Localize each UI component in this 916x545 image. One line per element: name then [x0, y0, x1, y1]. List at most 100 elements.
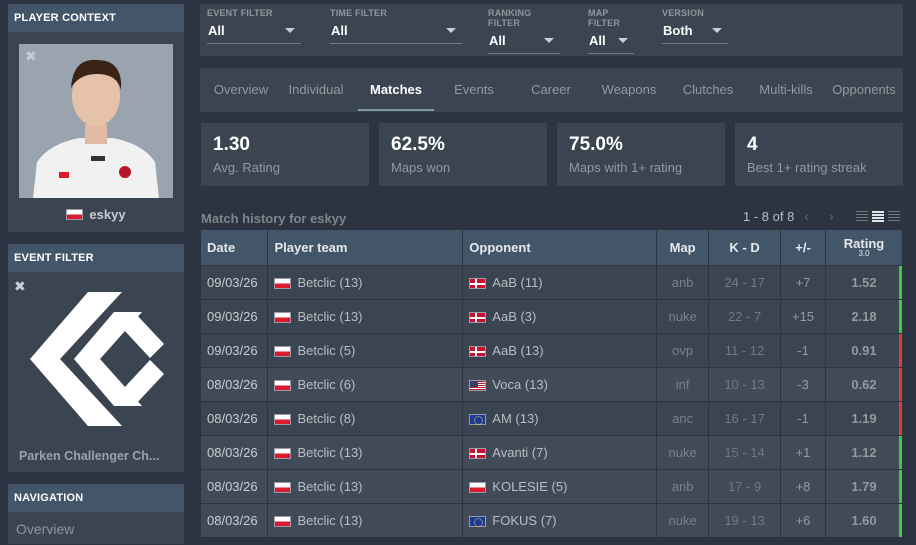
- tab-individual[interactable]: Individual: [288, 82, 344, 97]
- player-team-name: Betclic (13): [297, 444, 363, 460]
- ranking-filter-value: All: [489, 33, 506, 48]
- chevron-right-icon[interactable]: ›: [828, 208, 834, 224]
- player-name[interactable]: eskyy: [89, 207, 126, 222]
- version-filter-value: Both: [663, 23, 693, 38]
- plus-minus-cell: +6: [780, 502, 826, 537]
- version-filter-select[interactable]: Both: [662, 23, 728, 44]
- opponent-cell[interactable]: Voca (13): [462, 366, 658, 401]
- nav-item-overview[interactable]: Overview: [16, 521, 75, 537]
- col-rating[interactable]: Rating 3.0: [825, 230, 903, 265]
- plus-minus-cell: +7: [780, 264, 826, 299]
- kd-cell: 17 - 9: [708, 468, 782, 503]
- table-row[interactable]: 08/03/26 Betclic (8) AM (13) anc 16 - 17 -1 1.…: [201, 400, 903, 435]
- stat-label: Avg. Rating: [213, 160, 280, 175]
- map-filter: MAP FILTER All: [588, 4, 634, 54]
- table-row[interactable]: 09/03/26 Betclic (13) AaB (11) anb 24 - 17 +7…: [201, 264, 903, 299]
- map-filter-value: All: [589, 33, 606, 48]
- opponent-name: AaB (3): [492, 308, 537, 324]
- kd-cell: 16 - 17: [708, 400, 782, 435]
- player-team-cell[interactable]: Betclic (13): [267, 264, 464, 299]
- player-team-cell[interactable]: Betclic (13): [267, 468, 464, 503]
- opponent-cell[interactable]: AaB (3): [462, 298, 658, 333]
- event-filter-box: EVENT FILTER ✖ Parken Challenger Ch...: [8, 244, 184, 472]
- poland-flag-icon: [469, 481, 487, 493]
- match-date[interactable]: 08/03/26: [201, 366, 269, 401]
- plus-minus-cell: +8: [780, 468, 826, 503]
- tab-opponents[interactable]: Opponents: [832, 82, 896, 97]
- player-team-cell[interactable]: Betclic (6): [267, 366, 464, 401]
- event-name[interactable]: Parken Challenger Ch...: [19, 449, 160, 463]
- list-view-icon[interactable]: [872, 211, 884, 222]
- col-player-team[interactable]: Player team: [267, 230, 464, 265]
- remove-event-icon[interactable]: ✖: [14, 278, 26, 294]
- event-filter-header: EVENT FILTER: [8, 244, 184, 272]
- denmark-flag-icon: [469, 447, 487, 459]
- tab-multi-kills[interactable]: Multi-kills: [759, 82, 813, 97]
- tab-weapons[interactable]: Weapons: [601, 82, 657, 97]
- time-filter-select[interactable]: All: [330, 23, 462, 44]
- match-date[interactable]: 08/03/26: [201, 502, 269, 537]
- rating-cell: 2.18: [825, 298, 903, 333]
- stat-label: Best 1+ rating streak: [747, 160, 867, 175]
- match-date[interactable]: 08/03/26: [201, 400, 269, 435]
- match-date[interactable]: 08/03/26: [201, 434, 269, 469]
- player-team-cell[interactable]: Betclic (8): [267, 400, 464, 435]
- match-date[interactable]: 09/03/26: [201, 264, 269, 299]
- map-cell: ovp: [656, 332, 710, 367]
- match-date[interactable]: 08/03/26: [201, 468, 269, 503]
- rating-cell: 0.91: [825, 332, 903, 367]
- col-rating-label: Rating: [843, 236, 885, 252]
- tab-overview[interactable]: Overview: [213, 82, 269, 97]
- col-map[interactable]: Map: [656, 230, 710, 265]
- table-row[interactable]: 08/03/26 Betclic (6) Voca (13) inf 10 - 13 -3…: [201, 366, 903, 401]
- match-date[interactable]: 09/03/26: [201, 332, 269, 367]
- rating-cell: 1.19: [825, 400, 903, 435]
- plus-minus-cell: -3: [780, 366, 826, 401]
- tab-clutches[interactable]: Clutches: [682, 82, 734, 97]
- opponent-cell[interactable]: Avanti (7): [462, 434, 658, 469]
- table-row[interactable]: 08/03/26 Betclic (13) KOLESIE (5) anb 17 - 9…: [201, 468, 903, 503]
- opponent-cell[interactable]: AM (13): [462, 400, 658, 435]
- table-row[interactable]: 09/03/26 Betclic (5) AaB (13) ovp 11 - 12 -1 0…: [201, 332, 903, 367]
- match-date[interactable]: 09/03/26: [201, 298, 269, 333]
- time-filter-value: All: [331, 23, 348, 38]
- opponent-cell[interactable]: AaB (13): [462, 332, 658, 367]
- table-row[interactable]: 09/03/26 Betclic (13) AaB (3) nuke 22 - 7 +15…: [201, 298, 903, 333]
- col-date[interactable]: Date: [201, 230, 269, 265]
- dense-view-icon[interactable]: [888, 211, 900, 222]
- table-row[interactable]: 08/03/26 Betclic (13) Avanti (7) nuke 15 - 1…: [201, 434, 903, 469]
- col-plus-minus[interactable]: +/-: [780, 230, 826, 265]
- player-team-cell[interactable]: Betclic (13): [267, 298, 464, 333]
- opponent-cell[interactable]: AaB (11): [462, 264, 658, 299]
- remove-player-icon[interactable]: ✖: [25, 48, 37, 64]
- map-filter-select[interactable]: All: [588, 33, 634, 54]
- kd-cell: 19 - 13: [708, 502, 782, 537]
- opponent-cell[interactable]: FOKUS (7): [462, 502, 658, 537]
- event-filter-select[interactable]: All: [207, 23, 301, 44]
- compact-view-icon[interactable]: [856, 211, 868, 222]
- kd-cell: 24 - 17: [708, 264, 782, 299]
- map-cell: anb: [656, 468, 710, 503]
- match-history-title: Match history for eskyy: [201, 211, 347, 226]
- map-cell: nuke: [656, 298, 710, 333]
- col-kd[interactable]: K - D: [708, 230, 782, 265]
- player-team-cell[interactable]: Betclic (5): [267, 332, 464, 367]
- ranking-filter-select[interactable]: All: [488, 33, 560, 54]
- kd-cell: 10 - 13: [708, 366, 782, 401]
- player-team-cell[interactable]: Betclic (13): [267, 502, 464, 537]
- col-opponent[interactable]: Opponent: [462, 230, 658, 265]
- map-cell: anb: [656, 264, 710, 299]
- table-row[interactable]: 08/03/26 Betclic (13) FOKUS (7) nuke 19 - 13…: [201, 502, 903, 537]
- stat-avg-rating: 1.30 Avg. Rating: [201, 123, 369, 186]
- version-filter: VERSION Both: [662, 4, 728, 44]
- kd-cell: 22 - 7: [708, 298, 782, 333]
- rating-cell: 1.79: [825, 468, 903, 503]
- match-history-table: Date Player team Opponent Map K - D +/- …: [201, 230, 903, 537]
- player-team-cell[interactable]: Betclic (13): [267, 434, 464, 469]
- chevron-left-icon[interactable]: ‹: [804, 208, 809, 224]
- opponent-cell[interactable]: KOLESIE (5): [462, 468, 658, 503]
- tab-career[interactable]: Career: [531, 82, 571, 97]
- tab-matches[interactable]: Matches: [358, 68, 434, 112]
- time-filter-label: TIME FILTER: [330, 8, 388, 18]
- tab-events[interactable]: Events: [454, 82, 494, 97]
